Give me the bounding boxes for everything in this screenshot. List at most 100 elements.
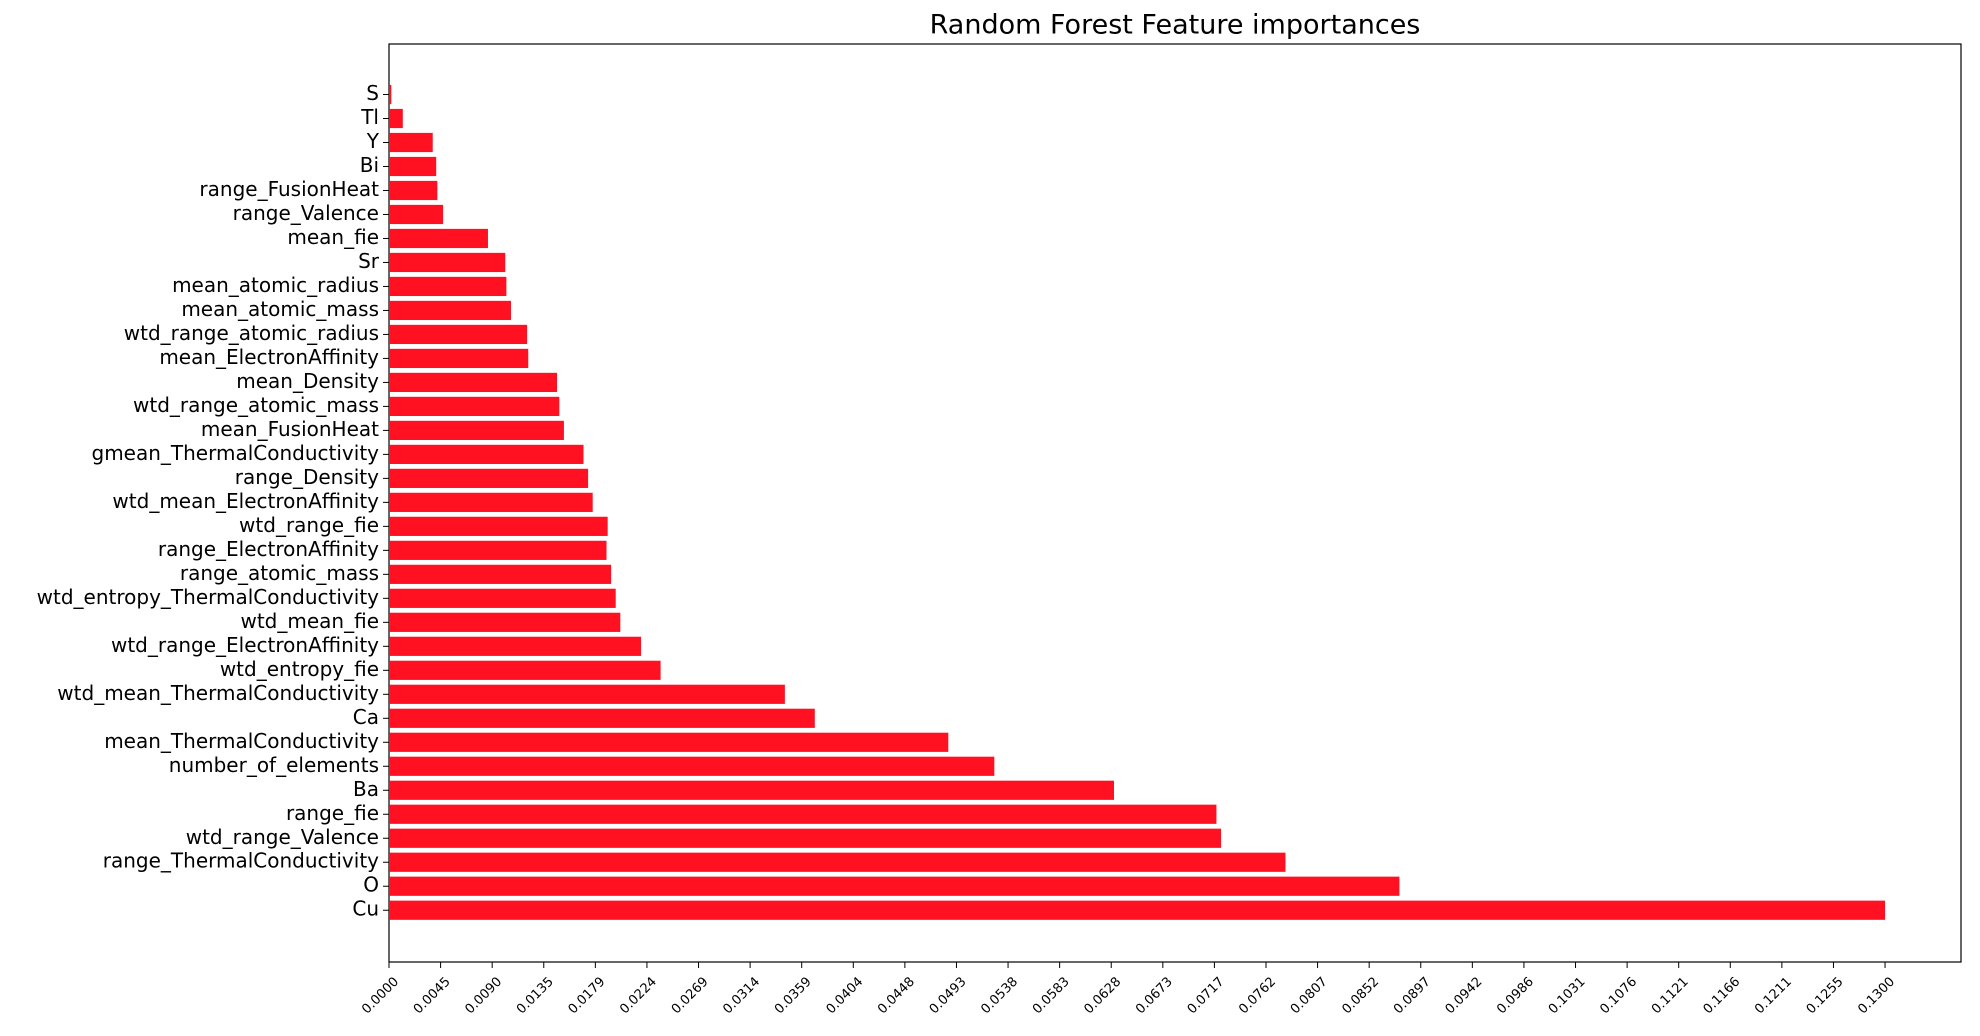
y-tick-label: wtd_range_Valence	[186, 825, 379, 849]
bar	[389, 300, 511, 321]
x-tick-label: 0.0224	[617, 974, 660, 1017]
x-tick-label: 0.1031	[1546, 974, 1589, 1017]
y-tick-label: mean_FusionHeat	[201, 417, 379, 441]
x-tick-label: 0.0135	[514, 974, 557, 1017]
x-tick-label: 0.1076	[1597, 974, 1640, 1017]
bar	[389, 828, 1222, 848]
x-tick-label: 0.0762	[1236, 974, 1279, 1017]
y-tick-label: mean_fie	[287, 225, 379, 249]
y-tick-label: range_Density	[235, 465, 379, 489]
y-tick-label: wtd_range_atomic_mass	[133, 393, 379, 417]
x-tick-label: 0.0538	[978, 974, 1021, 1017]
bar	[389, 228, 488, 249]
x-tick-label: 0.0673	[1133, 974, 1176, 1017]
x-tick-label: 0.0628	[1081, 974, 1124, 1017]
x-tick-label: 0.0359	[772, 974, 815, 1017]
x-tick-label: 0.1121	[1649, 974, 1692, 1017]
x-tick-label: 0.0314	[720, 974, 763, 1017]
y-tick-label: wtd_range_fie	[239, 513, 379, 537]
x-tick-label: 0.1166	[1701, 974, 1744, 1017]
bar	[389, 588, 616, 608]
y-tick-label: Bi	[360, 153, 379, 177]
bar	[389, 84, 392, 105]
y-tick-label: mean_atomic_radius	[172, 273, 379, 297]
x-tick-label: 0.0807	[1288, 974, 1331, 1017]
x-tick-label: 0.0493	[927, 974, 970, 1017]
bar	[389, 900, 1886, 920]
bar	[389, 180, 438, 201]
y-tick-label: mean_ElectronAffinity	[159, 345, 379, 369]
y-tick-label: range_ElectronAffinity	[158, 537, 379, 561]
plot-frame	[388, 43, 1962, 963]
bar	[389, 468, 589, 488]
y-tick-label: range_atomic_mass	[180, 561, 379, 585]
x-tick-label: 0.1211	[1752, 974, 1795, 1017]
y-tick-label: Cu	[352, 897, 379, 921]
x-tick-label: 0.0897	[1391, 974, 1434, 1017]
bar	[389, 348, 529, 369]
y-tick-label: range_Valence	[233, 201, 379, 225]
bar	[389, 756, 995, 776]
y-tick-label: O	[363, 873, 379, 897]
y-tick-label: Y	[366, 129, 380, 153]
y-tick-label: wtd_mean_ThermalConductivity	[57, 681, 379, 705]
chart-title: Random Forest Feature importances	[930, 10, 1421, 41]
y-tick-label: gmean_ThermalConductivity	[92, 441, 380, 465]
y-tick-label: mean_ThermalConductivity	[104, 729, 379, 753]
y-tick-label: wtd_entropy_ThermalConductivity	[37, 585, 380, 609]
bar	[389, 780, 1115, 800]
bar	[389, 636, 642, 656]
bar	[389, 132, 433, 153]
x-tick-label: 0.0045	[411, 974, 454, 1017]
x-tick-label: 0.0942	[1443, 974, 1486, 1017]
bar	[389, 684, 785, 704]
x-tick-label: 0.0583	[1030, 974, 1073, 1017]
bar	[389, 540, 607, 560]
bar	[389, 564, 612, 584]
y-tick-label: mean_atomic_mass	[181, 297, 379, 321]
bar	[389, 324, 528, 345]
bar	[389, 372, 558, 393]
bar	[389, 492, 593, 512]
bar	[389, 660, 661, 680]
bar	[389, 204, 444, 225]
bar	[389, 804, 1217, 824]
y-tick-label: wtd_entropy_fie	[220, 657, 379, 681]
y-tick-label: Ba	[353, 777, 379, 801]
x-tick-label: 0.1255	[1804, 974, 1847, 1017]
bar	[389, 252, 506, 273]
y-tick-label: wtd_mean_fie	[240, 609, 379, 633]
y-tick-label: range_fie	[286, 801, 379, 825]
x-tick-label: 0.0179	[566, 974, 609, 1017]
x-tick-label: 0.0404	[824, 974, 867, 1017]
y-tick-label: Tl	[360, 105, 379, 129]
bar	[389, 852, 1286, 872]
bar	[389, 876, 1400, 896]
x-tick-label: 0.0986	[1494, 974, 1537, 1017]
y-tick-label: wtd_range_ElectronAffinity	[111, 633, 379, 657]
y-tick-label: Sr	[358, 249, 380, 273]
bar	[389, 708, 815, 728]
y-tick-label: mean_Density	[236, 369, 379, 393]
x-tick-label: 0.0448	[875, 974, 918, 1017]
x-tick-label: 0.0852	[1339, 974, 1382, 1017]
bar	[389, 516, 608, 536]
bar	[389, 276, 507, 297]
x-tick-label: 0.0090	[462, 974, 505, 1017]
y-tick-label: S	[366, 81, 379, 105]
y-tick-label: wtd_range_atomic_radius	[124, 321, 379, 345]
bar	[389, 156, 437, 177]
y-tick-label: wtd_mean_ElectronAffinity	[112, 489, 379, 513]
bar	[389, 396, 560, 416]
y-tick-label: number_of_elements	[169, 753, 379, 777]
x-tick-label: 0.0717	[1185, 974, 1228, 1017]
bar	[389, 420, 564, 440]
y-tick-label: range_FusionHeat	[199, 177, 379, 201]
bar	[389, 108, 403, 129]
x-tick-label: 0.0000	[359, 974, 402, 1017]
bar	[389, 444, 584, 464]
x-tick-label: 0.0269	[669, 974, 712, 1017]
y-tick-label: Ca	[353, 705, 379, 729]
y-tick-label: range_ThermalConductivity	[103, 849, 379, 873]
